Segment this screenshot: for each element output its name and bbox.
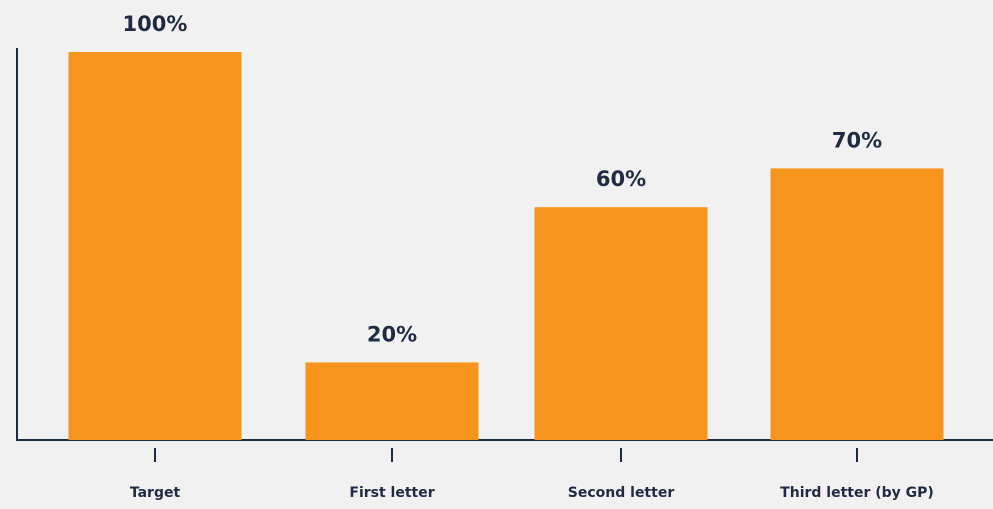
x-tick-label: Third letter (by GP)	[780, 485, 934, 501]
value-label: 20%	[367, 322, 417, 346]
bar	[534, 207, 708, 440]
bar	[305, 362, 479, 440]
x-tick-label: First letter	[349, 485, 434, 501]
value-label: 60%	[596, 167, 646, 191]
value-label: 100%	[123, 12, 188, 36]
bar	[770, 168, 944, 440]
x-tick-label: Second letter	[568, 485, 675, 501]
value-label: 70%	[832, 128, 882, 152]
bar	[68, 52, 242, 440]
x-tick-label: Target	[130, 485, 181, 501]
